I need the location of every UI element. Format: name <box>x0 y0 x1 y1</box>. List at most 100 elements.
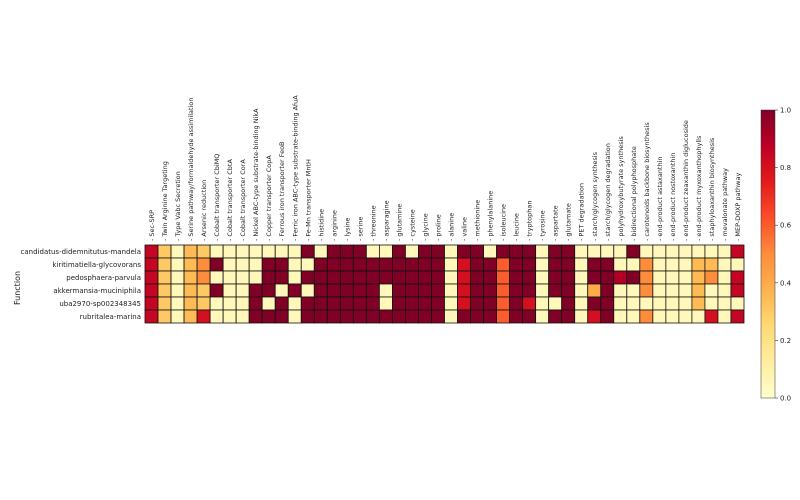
heatmap-cell <box>691 296 706 311</box>
heatmap-cell <box>196 257 211 272</box>
heatmap-cell <box>431 296 445 311</box>
heatmap-cell <box>496 309 511 324</box>
heatmap-cell <box>457 257 471 272</box>
column-label: - glutamine <box>395 204 403 241</box>
heatmap-cell <box>235 244 250 259</box>
heatmap-cell <box>665 283 680 298</box>
heatmap-cell <box>704 283 719 298</box>
column-label: - tyrosine <box>539 210 547 241</box>
heatmap-cell <box>652 309 667 324</box>
column-label: - Cobalt transporter CorA <box>239 159 247 241</box>
heatmap-cell <box>639 283 654 298</box>
heatmap-cell <box>378 283 393 298</box>
heatmap-cell <box>509 244 524 259</box>
heatmap-cell <box>326 296 341 311</box>
heatmap-cell <box>339 270 354 285</box>
heatmap-cell <box>548 309 563 324</box>
heatmap-cell <box>704 257 719 272</box>
column-label: - valine <box>461 217 469 241</box>
heatmap-cell <box>352 244 367 259</box>
colorbar-tick-label: 0.4 <box>780 279 792 287</box>
heatmap-cell <box>431 270 445 285</box>
heatmap-cell <box>691 244 706 259</box>
column-label: - glutamate <box>565 203 573 241</box>
heatmap-cell <box>261 270 276 285</box>
column-label: - end-product astaxanthin <box>656 156 664 241</box>
column-label: - Cobalt transporter CbtA <box>226 159 234 241</box>
row-label: candidatus-didemnitutus-mandela <box>21 248 141 256</box>
heatmap-cell <box>365 270 380 285</box>
heatmap-cell <box>300 244 315 259</box>
heatmap-cell <box>392 283 406 298</box>
heatmap-cell <box>600 270 615 285</box>
heatmap-cell <box>457 270 471 285</box>
heatmap-cell <box>600 296 615 311</box>
heatmap-cell <box>196 296 211 311</box>
heatmap-cell <box>535 296 550 311</box>
heatmap-cell <box>678 309 693 324</box>
column-label: - Type Vabc Secretion <box>174 171 182 241</box>
column-label: - Nickel ABC-type substrate-binding NikA <box>252 108 260 241</box>
heatmap-cell <box>587 283 602 298</box>
row-label: kiritimatiella-glycovorans <box>52 261 141 269</box>
heatmap-cell <box>561 283 576 298</box>
heatmap-cell <box>222 283 237 298</box>
heatmap-cell <box>144 244 159 259</box>
column-labels: - Sec-SRP - Twin Arginine Targeting - Type… <box>148 95 742 241</box>
heatmap-cell <box>183 270 198 285</box>
column-label: - asparagine <box>382 200 390 241</box>
heatmap-cell <box>574 283 589 298</box>
heatmap-cell <box>626 270 641 285</box>
heatmap-cell <box>522 270 537 285</box>
heatmap-cell <box>235 270 250 285</box>
heatmap-cell <box>248 257 263 272</box>
column-label: - MEP-DOXP pathway <box>734 173 742 241</box>
heatmap-cell <box>704 244 719 259</box>
heatmap-cell <box>300 270 315 285</box>
heatmap-cell <box>509 309 524 324</box>
heatmap-cell <box>678 257 693 272</box>
heatmap-cell <box>444 283 458 298</box>
heatmap-cell <box>326 283 341 298</box>
heatmap-cell <box>248 283 263 298</box>
heatmap-cell <box>300 296 315 311</box>
heatmap-cell <box>235 309 250 324</box>
column-label: - histidine <box>317 209 325 241</box>
heatmap-cell <box>405 257 419 272</box>
heatmap-cell <box>574 244 589 259</box>
heatmap-cell <box>326 257 341 272</box>
column-label: - carotenoids backbone biosynthesis <box>643 122 651 241</box>
heatmap-cell <box>261 296 276 311</box>
heatmap-cell <box>157 257 172 272</box>
heatmap-cell <box>717 270 732 285</box>
heatmap-cell <box>378 257 393 272</box>
heatmap-cell <box>157 296 172 311</box>
heatmap-cell <box>600 283 615 298</box>
column-label: - staphyloaxanthin biosynthesis <box>708 137 716 241</box>
heatmap-cell <box>600 309 615 324</box>
heatmap-cell <box>613 296 628 311</box>
heatmap-cell <box>196 270 211 285</box>
colorbar-tick-label: 0.8 <box>780 164 791 172</box>
heatmap-cell <box>561 257 576 272</box>
column-label: - serine <box>356 217 364 241</box>
heatmap-cell <box>209 270 224 285</box>
heatmap-cell <box>704 296 719 311</box>
heatmap-cell <box>183 244 198 259</box>
heatmap-cell <box>730 283 745 298</box>
heatmap-cell <box>665 257 680 272</box>
heatmap-cell <box>183 257 198 272</box>
heatmap-cell <box>574 270 589 285</box>
heatmap-cell <box>652 244 667 259</box>
heatmap-cell <box>392 257 406 272</box>
heatmap-cell <box>587 270 602 285</box>
heatmap-cell <box>274 257 289 272</box>
heatmap-cell <box>509 296 524 311</box>
heatmap-cell <box>457 244 471 259</box>
heatmap-cell <box>352 309 367 324</box>
heatmap-cell <box>613 244 628 259</box>
heatmap-cell <box>678 283 693 298</box>
y-axis-label: Function <box>13 271 22 305</box>
column-label: - leucine <box>513 213 521 241</box>
heatmap-cell <box>665 244 680 259</box>
